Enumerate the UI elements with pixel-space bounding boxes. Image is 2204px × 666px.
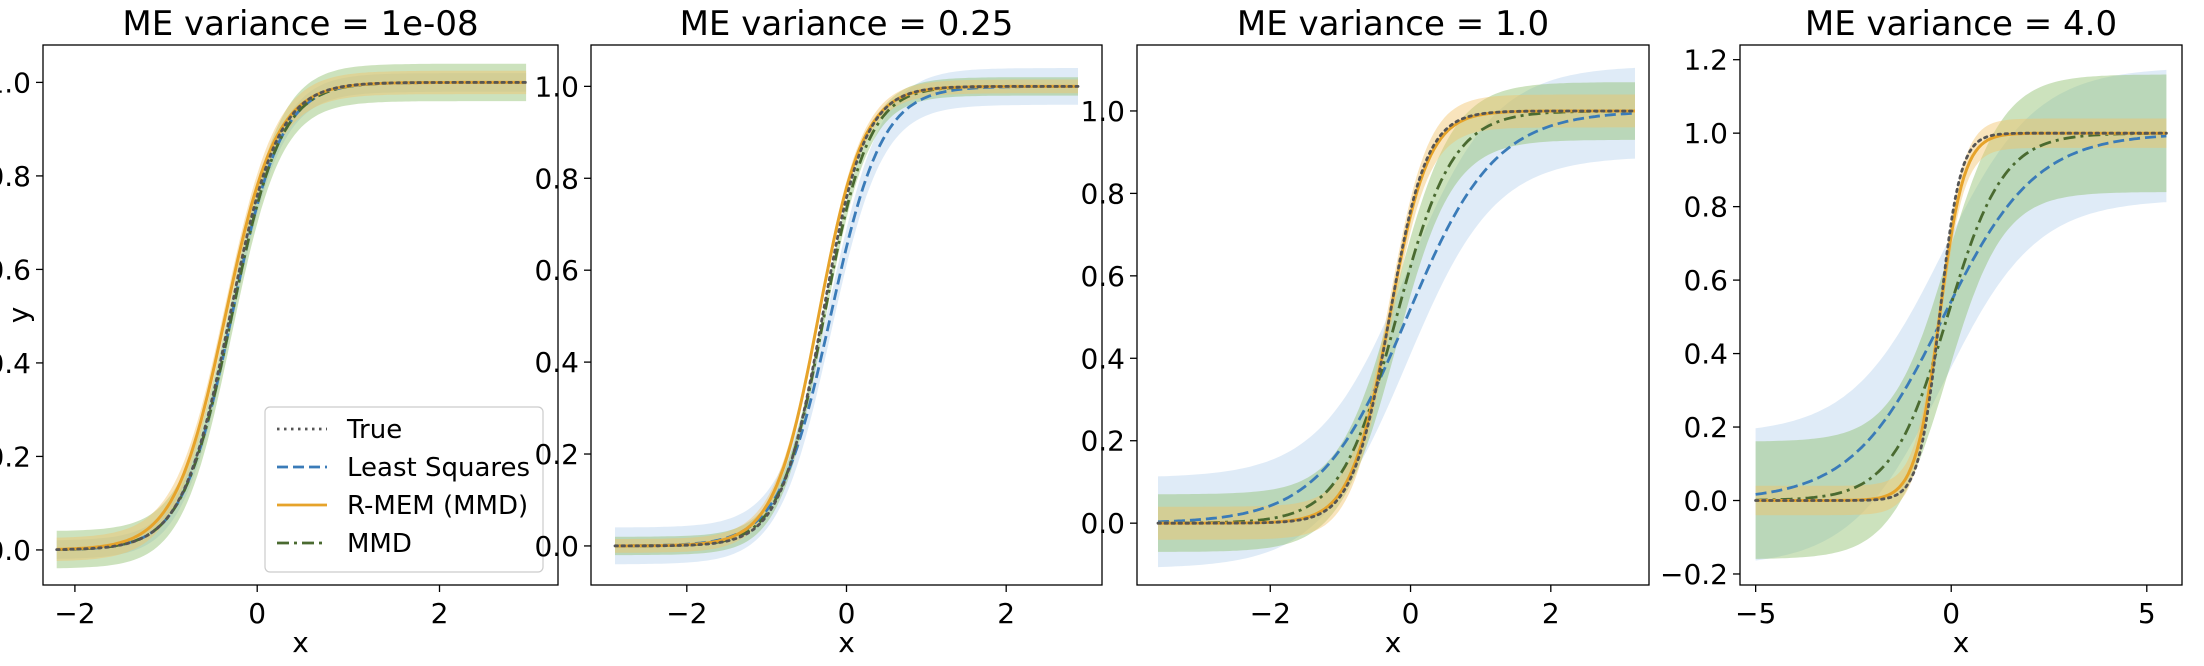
x-axis-label: x bbox=[838, 626, 855, 659]
x-tick-label: 0 bbox=[248, 597, 266, 630]
plot-area bbox=[613, 68, 1080, 565]
y-tick-label: 0.2 bbox=[534, 438, 579, 471]
legend: True Least Squares R-MEM (MMD) MMD bbox=[264, 406, 544, 573]
panel-4: −5 0 5 −0.2 0.0 0.2 0.4 0.6 0.8 1.0 1.2 ME variance… bbox=[1660, 4, 2183, 659]
band-mmd bbox=[615, 77, 1078, 556]
y-tick-label: −0.2 bbox=[1660, 558, 1728, 591]
panel-title: ME variance = 0.25 bbox=[680, 4, 1014, 44]
x-tick-label: −2 bbox=[666, 597, 707, 630]
y-tick-label: 0.2 bbox=[1080, 425, 1125, 458]
x-tick-label: −2 bbox=[1250, 597, 1291, 630]
y-tick-label: 0.2 bbox=[0, 440, 31, 473]
axes-frame bbox=[1739, 44, 2183, 586]
x-tick-label: 2 bbox=[431, 597, 449, 630]
band-rmem bbox=[1755, 118, 2167, 516]
y-tick-label: 0.6 bbox=[534, 254, 579, 287]
line-rmem bbox=[615, 84, 1078, 548]
y-tick-label: 1.0 bbox=[1683, 117, 1728, 150]
x-tick-label: 0 bbox=[1942, 597, 1960, 630]
legend-label-true: True bbox=[346, 415, 402, 445]
y-tick-label: 0.4 bbox=[0, 347, 31, 380]
panel-2: −2 0 2 0.0 0.2 0.4 0.6 0.8 1.0 ME variance = 0.25… bbox=[534, 4, 1103, 659]
line-ls bbox=[1755, 134, 2167, 496]
band-ls bbox=[1158, 67, 1635, 568]
x-tick-label: −2 bbox=[54, 597, 95, 630]
y-tick-label: 0.6 bbox=[1080, 260, 1125, 293]
y-tick-label: 0.0 bbox=[1683, 485, 1728, 518]
x-axis-label: x bbox=[292, 626, 309, 659]
y-tick-label: 1.0 bbox=[534, 70, 579, 103]
band-mmd bbox=[1755, 74, 2167, 559]
y-tick-label: 0.4 bbox=[1080, 342, 1125, 375]
y-tick-label: 0.4 bbox=[534, 346, 579, 379]
axes-frame bbox=[42, 44, 559, 586]
y-tick-label: 0.8 bbox=[1080, 177, 1125, 210]
panel-3: −2 0 2 0.0 0.2 0.4 0.6 0.8 1.0 ME variance = 1.0 x bbox=[1080, 4, 1650, 659]
y-tick-label: 1.2 bbox=[1683, 44, 1728, 77]
plot-area bbox=[1754, 69, 2168, 561]
panel-title: ME variance = 4.0 bbox=[1805, 4, 2117, 44]
y-tick-label: 1.0 bbox=[1080, 95, 1125, 128]
line-true bbox=[1156, 109, 1637, 525]
line-true bbox=[1754, 131, 2168, 502]
x-tick-label: 2 bbox=[1542, 597, 1560, 630]
y-tick-label: 1.0 bbox=[0, 66, 31, 99]
x-axis-label: x bbox=[1385, 626, 1402, 659]
y-tick-label: 0.8 bbox=[534, 162, 579, 195]
line-mmd bbox=[615, 85, 1078, 548]
y-tick-label: 0.0 bbox=[534, 530, 579, 563]
axes-frame bbox=[1136, 44, 1650, 586]
y-tick-label: 0.4 bbox=[1683, 338, 1728, 371]
x-tick-label: 0 bbox=[1402, 597, 1420, 630]
legend-label-ls: Least Squares bbox=[347, 453, 530, 483]
legend-label-mmd: MMD bbox=[347, 529, 412, 559]
band-ls bbox=[615, 68, 1078, 565]
y-tick-label: 0.0 bbox=[0, 534, 31, 567]
figure-y-axis-label: y bbox=[2, 307, 35, 324]
y-tick-label: 0.0 bbox=[1080, 507, 1125, 540]
x-tick-label: 0 bbox=[838, 597, 856, 630]
y-tick-label: 0.2 bbox=[1683, 411, 1728, 444]
x-tick-label: −5 bbox=[1735, 597, 1776, 630]
band-ls bbox=[1755, 69, 2167, 561]
legend-label-rmem: R-MEM (MMD) bbox=[347, 491, 528, 521]
plot-area bbox=[55, 63, 528, 569]
axes-frame bbox=[590, 44, 1103, 586]
line-ls bbox=[1157, 111, 1636, 524]
band-mmd bbox=[1158, 82, 1635, 552]
panel-1: −2 0 2 0.0 0.2 0.4 0.6 0.8 1.0 ME variance = 1e-0… bbox=[0, 4, 559, 659]
line-true bbox=[613, 85, 1080, 548]
y-tick-label: 0.8 bbox=[1683, 191, 1728, 224]
legend-frame bbox=[264, 406, 544, 573]
band-rmem bbox=[615, 79, 1078, 553]
x-tick-label: 5 bbox=[2138, 597, 2156, 630]
y-tick-label: 0.8 bbox=[0, 160, 31, 193]
plot-area bbox=[1156, 67, 1637, 568]
y-tick-label: 0.6 bbox=[0, 253, 31, 286]
line-mmd bbox=[1755, 131, 2167, 502]
panel-title: ME variance = 1e-08 bbox=[122, 4, 478, 44]
line-true bbox=[55, 81, 528, 551]
y-tick-label: 0.6 bbox=[1683, 264, 1728, 297]
x-axis-label: x bbox=[1953, 626, 1970, 659]
x-tick-label: 2 bbox=[997, 597, 1015, 630]
panel-title: ME variance = 1.0 bbox=[1237, 4, 1549, 44]
line-ls bbox=[615, 85, 1078, 548]
